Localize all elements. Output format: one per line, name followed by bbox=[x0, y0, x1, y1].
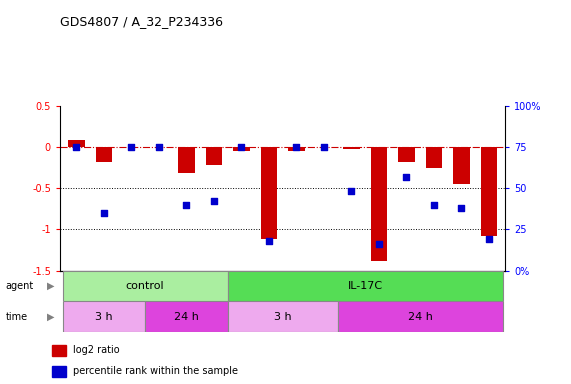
Bar bbox=[63, 301, 145, 332]
Bar bbox=[481, 147, 497, 236]
Bar bbox=[288, 147, 305, 151]
Point bbox=[127, 144, 136, 150]
Point bbox=[292, 144, 301, 150]
Bar bbox=[398, 147, 415, 162]
Bar bbox=[343, 147, 360, 149]
Bar bbox=[63, 271, 228, 301]
Bar bbox=[228, 271, 502, 301]
Text: agent: agent bbox=[6, 281, 34, 291]
Text: 3 h: 3 h bbox=[95, 312, 112, 322]
Point bbox=[429, 202, 439, 208]
Point bbox=[182, 202, 191, 208]
Text: 24 h: 24 h bbox=[408, 312, 433, 322]
Bar bbox=[425, 147, 442, 168]
Point bbox=[237, 144, 246, 150]
Point bbox=[457, 205, 466, 211]
Bar bbox=[206, 147, 222, 165]
Bar bbox=[145, 301, 228, 332]
Bar bbox=[371, 147, 387, 261]
Bar bbox=[178, 147, 195, 173]
Point bbox=[72, 144, 81, 150]
Text: 3 h: 3 h bbox=[274, 312, 291, 322]
Text: ▶: ▶ bbox=[46, 281, 54, 291]
Point bbox=[347, 189, 356, 195]
Bar bbox=[96, 147, 112, 162]
Text: GDS4807 / A_32_P234336: GDS4807 / A_32_P234336 bbox=[60, 15, 223, 28]
Text: control: control bbox=[126, 281, 164, 291]
Point bbox=[154, 144, 163, 150]
Bar bbox=[337, 301, 502, 332]
Bar bbox=[228, 301, 337, 332]
Text: time: time bbox=[6, 312, 28, 322]
Point bbox=[319, 144, 328, 150]
Text: IL-17C: IL-17C bbox=[348, 281, 383, 291]
Bar bbox=[52, 366, 66, 377]
Bar bbox=[68, 140, 85, 147]
Text: ▶: ▶ bbox=[46, 312, 54, 322]
Point bbox=[264, 238, 274, 244]
Bar bbox=[453, 147, 469, 184]
Bar bbox=[52, 345, 66, 356]
Text: 24 h: 24 h bbox=[174, 312, 199, 322]
Bar bbox=[233, 147, 250, 151]
Bar bbox=[260, 147, 277, 239]
Text: log2 ratio: log2 ratio bbox=[73, 345, 119, 355]
Point bbox=[402, 174, 411, 180]
Point bbox=[99, 210, 108, 216]
Point bbox=[210, 198, 219, 204]
Point bbox=[484, 236, 493, 242]
Point bbox=[375, 241, 384, 247]
Text: percentile rank within the sample: percentile rank within the sample bbox=[73, 366, 238, 376]
